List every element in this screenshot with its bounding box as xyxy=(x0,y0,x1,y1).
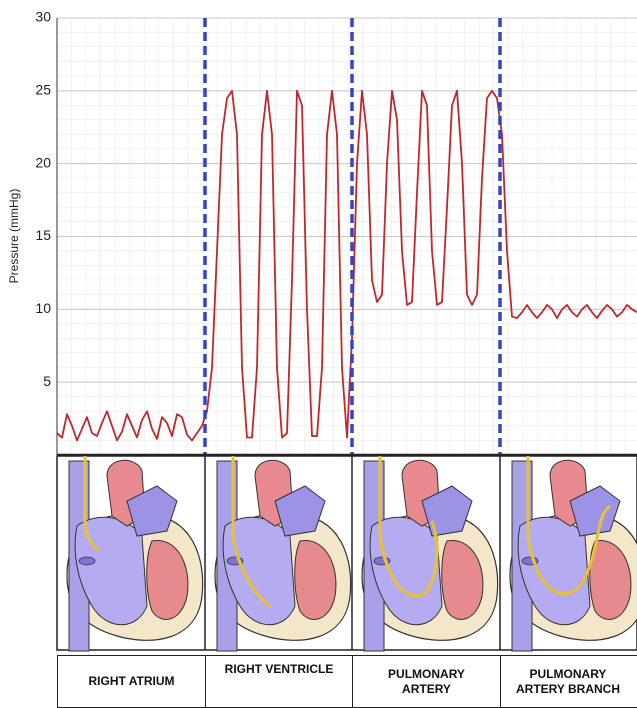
stage-label: RIGHT VENTRICLE xyxy=(205,655,353,708)
y-axis-label: Pressure (mmHg) xyxy=(7,189,21,284)
y-tick-label: 30 xyxy=(35,9,51,25)
stage-label: PULMONARY ARTERY xyxy=(352,655,501,708)
heart-right-ventricle xyxy=(214,456,352,652)
stage-label: RIGHT ATRIUM xyxy=(57,655,206,708)
y-tick-label: 10 xyxy=(35,300,51,316)
y-tick-label: 5 xyxy=(43,373,51,389)
y-tick-label: 25 xyxy=(35,82,51,98)
heart-pulmonary-artery-branch xyxy=(509,456,637,652)
heart-pulmonary-artery xyxy=(361,456,499,652)
pressure-line xyxy=(56,89,637,442)
illustration-frame xyxy=(56,455,637,651)
heart xyxy=(66,459,204,652)
y-tick-label: 20 xyxy=(35,154,51,170)
stage-label: PULMONARY ARTERY BRANCH xyxy=(500,655,637,708)
y-tick-label: 15 xyxy=(35,227,51,243)
heart-right-atrium xyxy=(66,456,204,652)
catheter xyxy=(526,456,612,596)
catheter xyxy=(378,456,439,598)
heart xyxy=(214,459,352,652)
heart xyxy=(361,459,499,652)
catheter xyxy=(83,456,101,552)
catheter xyxy=(231,456,271,608)
